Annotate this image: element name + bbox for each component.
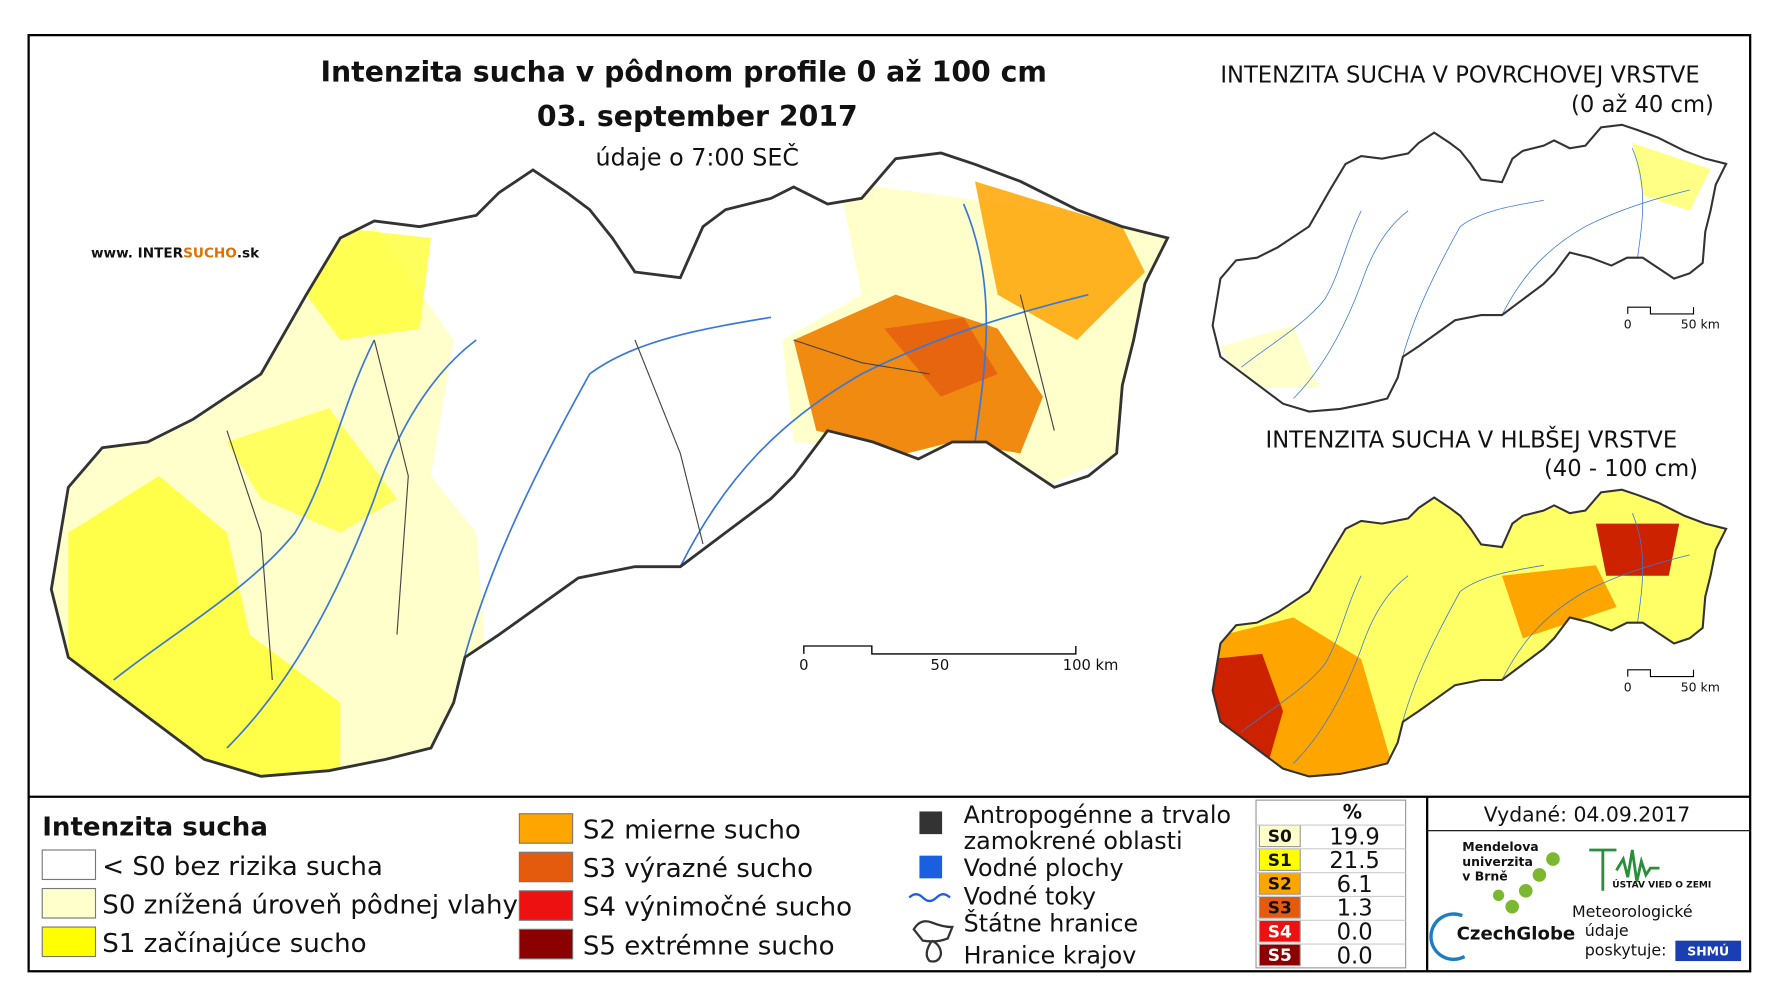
mendel-dots <box>1492 852 1560 914</box>
legend-label: S3 výrazné sucho <box>583 854 813 884</box>
title: Intenzita sucha v pôdnom profile 0 až 10… <box>320 56 1047 89</box>
scale-bar <box>1627 669 1695 678</box>
stats-value: 21.5 <box>1329 848 1379 874</box>
legend-swatch <box>518 851 574 883</box>
czechglobe-logo: CzechGlobe <box>1457 924 1576 945</box>
scale-label: 0 <box>1624 679 1632 694</box>
stats-value: 1.3 <box>1337 896 1373 922</box>
scale-label: 0 <box>799 657 808 674</box>
legend-label: S1 začínajúce sucho <box>102 929 366 959</box>
water-icon <box>919 855 943 879</box>
web-prefix: www. INTER <box>91 245 184 261</box>
layer-label: Antropogénne a trvalo <box>964 801 1231 829</box>
stats-class: S5 <box>1268 946 1292 966</box>
date: 03. september 2017 <box>537 100 858 133</box>
logo-text: Mendelova <box>1462 839 1538 854</box>
anthropogenic-icon <box>919 811 943 835</box>
web-highlight: SUCHO <box>183 245 237 261</box>
shmu-logo: SHMÚ <box>1687 943 1729 958</box>
legend-swatch <box>41 887 97 919</box>
scale-label: 50 km <box>1681 679 1720 694</box>
layer-label: zamokrené oblasti <box>964 827 1183 855</box>
logo-text: poskytuje: <box>1585 940 1667 959</box>
stats-value: 0.0 <box>1337 920 1373 946</box>
legend-label: S0 znížená úroveň pôdnej vlahy <box>102 890 518 920</box>
inset-deep-map <box>1211 488 1728 778</box>
stats-header: % <box>1343 800 1362 823</box>
logo-text: univerzita <box>1462 854 1533 869</box>
stats-class: S3 <box>1268 898 1292 918</box>
layer-label: Vodné plochy <box>964 854 1124 882</box>
legend-label: S5 extrémne sucho <box>583 931 835 961</box>
web-suffix: .sk <box>237 245 260 261</box>
inset-subtitle: (40 - 100 cm) <box>1544 456 1698 482</box>
legend-swatch <box>518 890 574 921</box>
logo-text: v Brně <box>1462 869 1507 884</box>
uvgz-icon <box>1589 848 1660 891</box>
inset-subtitle: (0 až 40 cm) <box>1571 92 1714 118</box>
legend-label: S4 výnimočné sucho <box>583 893 852 923</box>
main-map <box>49 151 1170 778</box>
scale-label: 50 km <box>1681 317 1720 332</box>
logo-text: Meteorologické <box>1572 902 1693 921</box>
stats-value: 6.1 <box>1337 872 1373 898</box>
logo-text: údaje <box>1585 921 1629 940</box>
shmu-logo-bg <box>1675 940 1742 962</box>
legend-label: S2 mierne sucho <box>583 816 801 846</box>
stats-class: S0 <box>1268 827 1292 847</box>
region-icon <box>925 939 943 963</box>
czechglobe-arc <box>1429 912 1466 962</box>
river-icon <box>908 893 951 903</box>
scale-label: 100 km <box>1063 657 1119 674</box>
stats-rows: S0 19.9 S1 21.5 S2 6.1 S3 1.3 S4 0.0 S5 0.0 <box>1256 824 1406 969</box>
inset-surface-map <box>1211 123 1728 413</box>
scale-bar <box>1627 306 1695 315</box>
issued: Vydané: 04.09.2017 <box>1484 803 1690 827</box>
legend: < S0 bez rizika sucha S0 znížená úroveň p… <box>41 813 852 961</box>
legend-title: Intenzita sucha <box>42 812 268 842</box>
scale-label: 0 <box>1624 317 1632 332</box>
scale-label: 50 <box>930 657 949 674</box>
uvgz-logo: ÚSTAV VIED O ZEMI <box>1612 878 1711 890</box>
legend-swatch <box>41 926 97 958</box>
layer-label: Štátne hranice <box>964 910 1139 938</box>
website: www. INTERSUCHO.sk <box>91 245 260 261</box>
layer-label: Vodné toky <box>964 882 1096 910</box>
legend-swatch <box>518 813 574 844</box>
inset-title: INTENZITA SUCHA V POVRCHOVEJ VRSTVE <box>1220 63 1699 89</box>
scale-bar <box>803 645 1077 655</box>
legend-swatch <box>518 928 574 960</box>
stats-value: 0.0 <box>1337 943 1373 969</box>
legend-label: < S0 bez rizika sucha <box>102 852 383 882</box>
time-note: údaje o 7:00 SEČ <box>596 143 799 171</box>
legend-swatch <box>41 849 97 881</box>
layer-label: Hranice krajov <box>964 941 1137 969</box>
stats-class: S2 <box>1268 875 1292 895</box>
stats-value: 19.9 <box>1329 824 1379 850</box>
stats-class: S1 <box>1268 851 1292 871</box>
stats-class: S4 <box>1268 922 1292 942</box>
inset-title: INTENZITA SUCHA V HLBŠEJ VRSTVE <box>1266 426 1678 454</box>
